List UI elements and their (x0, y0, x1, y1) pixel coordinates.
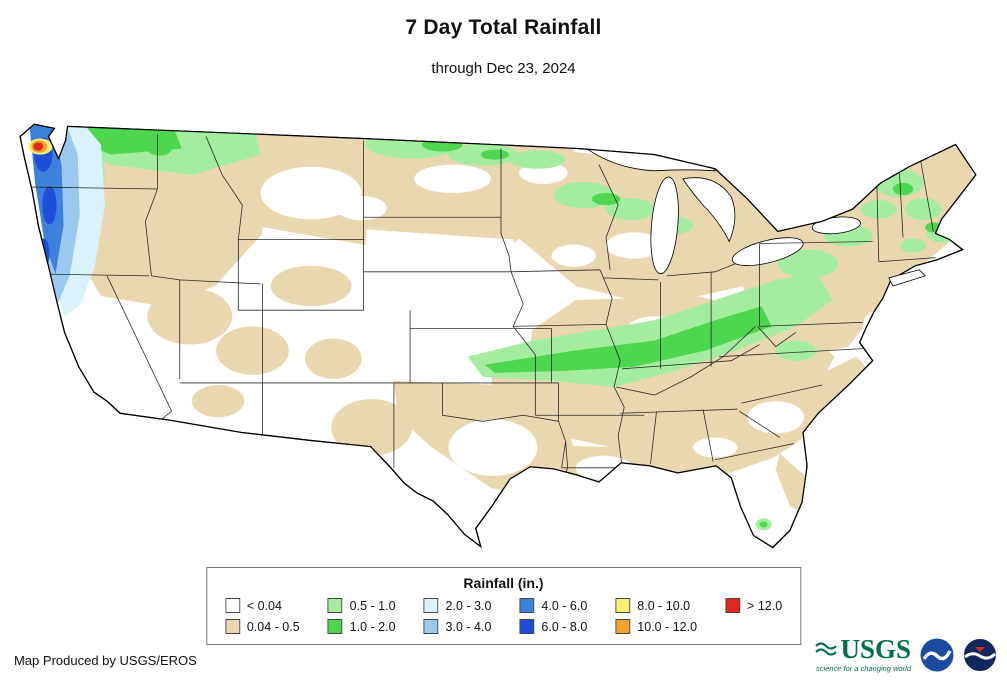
rain-layer-blues (29, 124, 105, 317)
legend-swatch (327, 619, 343, 634)
agency-logos: USGS science for a changing world (815, 636, 997, 673)
legend-item: 4.0 - 6.0 (519, 598, 587, 613)
legend-item-label: 8.0 - 10.0 (637, 598, 691, 613)
legend-item: < 0.04 (224, 598, 300, 613)
us-rainfall-map-svg (19, 123, 977, 549)
legend-item: > 12.0 (725, 598, 782, 613)
legend-item-label: < 0.04 (246, 598, 282, 613)
usgs-logo-tagline: science for a changing world (815, 664, 911, 673)
legend-item-label: 2.0 - 3.0 (445, 598, 492, 613)
legend-swatch (224, 598, 240, 613)
legend-item: 0.04 - 0.5 (224, 619, 300, 634)
map-title: 7 Day Total Rainfall (405, 16, 602, 39)
legend-swatch (519, 619, 535, 634)
legend-swatch (327, 598, 343, 613)
usgs-logo-text: USGS (840, 634, 911, 664)
map-subtitle: through Dec 23, 2024 (431, 60, 576, 77)
legend-item: 8.0 - 10.0 (615, 598, 697, 613)
legend-swatch (615, 619, 631, 634)
state-borders (26, 134, 936, 485)
legend-item-label: 3.0 - 4.0 (445, 619, 492, 634)
legend-swatch (224, 619, 240, 634)
legend-item: 1.0 - 2.0 (327, 619, 396, 634)
legend-swatch (423, 598, 439, 613)
legend-item-label: 0.5 - 1.0 (349, 598, 396, 613)
legend: Rainfall (in.) < 0.04 0.04 - 0.5 0.5 - 1… (205, 567, 802, 645)
legend-item: 3.0 - 4.0 (423, 619, 492, 634)
legend-grid: < 0.04 0.04 - 0.5 0.5 - 1.0 1.0 - 2.0 2.… (224, 598, 782, 634)
nws-logo (963, 637, 997, 672)
legend-item: 2.0 - 3.0 (423, 598, 492, 613)
legend-swatch (725, 598, 741, 613)
legend-swatch (423, 619, 439, 634)
legend-item: 6.0 - 8.0 (519, 619, 587, 634)
legend-item-label: 10.0 - 12.0 (637, 619, 698, 634)
noaa-logo (920, 638, 954, 671)
legend-swatch (519, 598, 535, 613)
rain-extreme-spot (28, 138, 53, 155)
legend-item-label: 0.04 - 0.5 (246, 619, 300, 634)
legend-title: Rainfall (in.) (463, 575, 544, 591)
legend-item: 0.5 - 1.0 (327, 598, 396, 613)
credit-text: Map Produced by USGS/EROS (14, 653, 197, 668)
legend-item-label: 1.0 - 2.0 (349, 619, 396, 634)
legend-item: 10.0 - 12.0 (615, 619, 697, 634)
usgs-wave-icon (815, 641, 838, 656)
legend-item-label: > 12.0 (747, 598, 783, 613)
us-rainfall-map (8, 112, 998, 567)
legend-swatch (615, 598, 631, 613)
long-island (888, 269, 927, 287)
great-lakes (582, 141, 861, 275)
legend-item-label: 4.0 - 6.0 (541, 598, 588, 613)
legend-item-label: 6.0 - 8.0 (541, 619, 588, 634)
usgs-logo: USGS science for a changing world (815, 636, 911, 673)
